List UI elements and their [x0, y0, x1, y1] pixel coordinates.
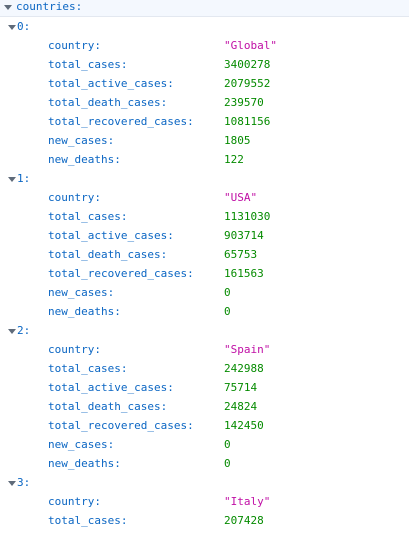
country-index-key: 0:: [17, 20, 31, 33]
field-key: new_deaths:: [48, 457, 121, 470]
chevron-down-icon[interactable]: [8, 473, 17, 492]
field-value: 903714: [224, 229, 264, 242]
field-value: 0: [224, 305, 231, 318]
field-value: "Global": [224, 39, 277, 52]
field-value: 242988: [224, 362, 264, 375]
field-row[interactable]: total_death_cases: 24824: [0, 397, 409, 416]
country-index-key: 2:: [17, 324, 31, 337]
field-row[interactable]: country: "USA": [0, 188, 409, 207]
field-row[interactable]: total_cases: 1131030: [0, 207, 409, 226]
field-value: 239570: [224, 96, 264, 109]
country-node-3[interactable]: 3:: [0, 473, 409, 492]
field-row[interactable]: total_cases: 242988: [0, 359, 409, 378]
field-row[interactable]: new_deaths: 0: [0, 302, 409, 321]
field-value: 0: [224, 286, 231, 299]
field-key: total_active_cases:: [48, 77, 174, 90]
field-value: 24824: [224, 400, 258, 413]
field-row[interactable]: new_deaths: 122: [0, 150, 409, 169]
field-key: new_deaths:: [48, 305, 121, 318]
field-key: total_death_cases:: [48, 400, 168, 413]
field-key: country:: [48, 39, 101, 52]
field-row[interactable]: total_active_cases: 2079552: [0, 74, 409, 93]
field-row[interactable]: total_recovered_cases: 1081156: [0, 112, 409, 131]
field-row[interactable]: total_death_cases: 65753: [0, 245, 409, 264]
country-node-1[interactable]: 1:: [0, 169, 409, 188]
country-index-key: 1:: [17, 172, 31, 185]
field-value: 2079552: [224, 77, 271, 90]
field-row[interactable]: total_cases: 3400278: [0, 55, 409, 74]
field-row[interactable]: total_active_cases: 903714: [0, 226, 409, 245]
field-row[interactable]: country: "Spain": [0, 340, 409, 359]
country-index-key: 3:: [17, 476, 31, 489]
field-key: total_death_cases:: [48, 96, 168, 109]
field-key: new_cases:: [48, 286, 115, 299]
chevron-down-icon[interactable]: [8, 17, 17, 36]
field-value: 1805: [224, 134, 251, 147]
country-node-0[interactable]: 0:: [0, 17, 409, 36]
field-key: total_recovered_cases:: [48, 419, 194, 432]
field-value: 65753: [224, 248, 258, 261]
chevron-down-icon[interactable]: [4, 0, 13, 16]
field-key: country:: [48, 495, 101, 508]
field-value: 3400278: [224, 58, 271, 71]
field-key: country:: [48, 343, 101, 356]
field-value: 161563: [224, 267, 264, 280]
field-row[interactable]: new_cases: 0: [0, 283, 409, 302]
chevron-down-icon[interactable]: [8, 321, 17, 340]
field-row[interactable]: new_deaths: 0: [0, 454, 409, 473]
field-key: total_cases:: [48, 362, 128, 375]
field-key: total_active_cases:: [48, 229, 174, 242]
field-value: 142450: [224, 419, 264, 432]
field-row[interactable]: total_recovered_cases: 161563: [0, 264, 409, 283]
field-value: 0: [224, 457, 231, 470]
field-value: 75714: [224, 381, 258, 394]
field-row[interactable]: total_recovered_cases: 142450: [0, 416, 409, 435]
field-row[interactable]: new_cases: 1805: [0, 131, 409, 150]
field-key: total_cases:: [48, 514, 128, 527]
field-value: "Italy": [224, 495, 271, 508]
field-value: 122: [224, 153, 244, 166]
field-key: new_deaths:: [48, 153, 121, 166]
country-node-2[interactable]: 2:: [0, 321, 409, 340]
field-row[interactable]: total_active_cases: 75714: [0, 378, 409, 397]
json-root-key: countries:: [16, 0, 83, 13]
field-value: 207428: [224, 514, 264, 527]
field-key: total_death_cases:: [48, 248, 168, 261]
field-key: country:: [48, 191, 101, 204]
field-row[interactable]: total_cases: 207428: [0, 511, 409, 530]
field-key: total_active_cases:: [48, 381, 174, 394]
chevron-down-icon[interactable]: [8, 169, 17, 188]
field-key: new_cases:: [48, 438, 115, 451]
json-root-row[interactable]: countries:: [0, 0, 409, 17]
field-value: "USA": [224, 191, 258, 204]
field-key: total_cases:: [48, 58, 128, 71]
field-key: total_cases:: [48, 210, 128, 223]
field-value: 1131030: [224, 210, 271, 223]
field-key: total_recovered_cases:: [48, 267, 194, 280]
field-row[interactable]: country: "Global": [0, 36, 409, 55]
field-value: 1081156: [224, 115, 271, 128]
field-row[interactable]: country: "Italy": [0, 492, 409, 511]
field-value: 0: [224, 438, 231, 451]
field-key: new_cases:: [48, 134, 115, 147]
field-key: total_recovered_cases:: [48, 115, 194, 128]
field-row[interactable]: total_death_cases: 239570: [0, 93, 409, 112]
field-value: "Spain": [224, 343, 271, 356]
field-row[interactable]: new_cases: 0: [0, 435, 409, 454]
